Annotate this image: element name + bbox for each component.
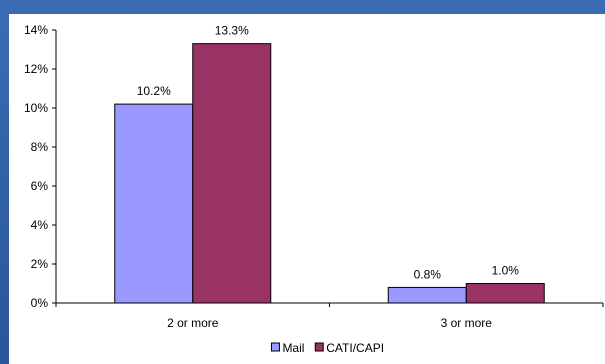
y-tick-label: 2% [31,257,49,271]
legend-label: CATI/CAPI [326,341,384,355]
y-tick-label: 12% [24,62,48,76]
data-label: 0.8% [414,267,442,281]
legend-swatch-mail [270,342,280,352]
data-label: 1.0% [492,264,520,278]
legend-label: Mail [282,341,304,355]
y-tick-label: 10% [24,101,48,115]
axes: 0% 2% 4% 6% 8% 10% 12% 14% 2 or more 3 or more [24,23,604,330]
y-tick-label: 14% [24,23,48,37]
chart-panel [9,14,605,364]
x-category-label: 3 or more [441,316,493,330]
bar-cati-capi [465,283,545,304]
data-label: 13.3% [215,24,249,38]
y-tick-label: 0% [31,296,49,310]
data-labels: 10.2% 13.3% 0.8% 1.0% [137,24,520,282]
legend: Mail CATI/CAPI [270,341,384,355]
y-tick-label: 4% [31,218,49,232]
bar-cati-capi [192,43,272,304]
bar-mail [114,103,194,304]
x-category-label: 2 or more [167,316,219,330]
bar-mail [387,286,467,304]
y-tick-label: 6% [31,179,49,193]
bars [114,43,545,304]
legend-swatch-cati-capi [314,342,324,352]
y-tick-label: 8% [31,140,49,154]
data-label: 10.2% [137,84,171,98]
